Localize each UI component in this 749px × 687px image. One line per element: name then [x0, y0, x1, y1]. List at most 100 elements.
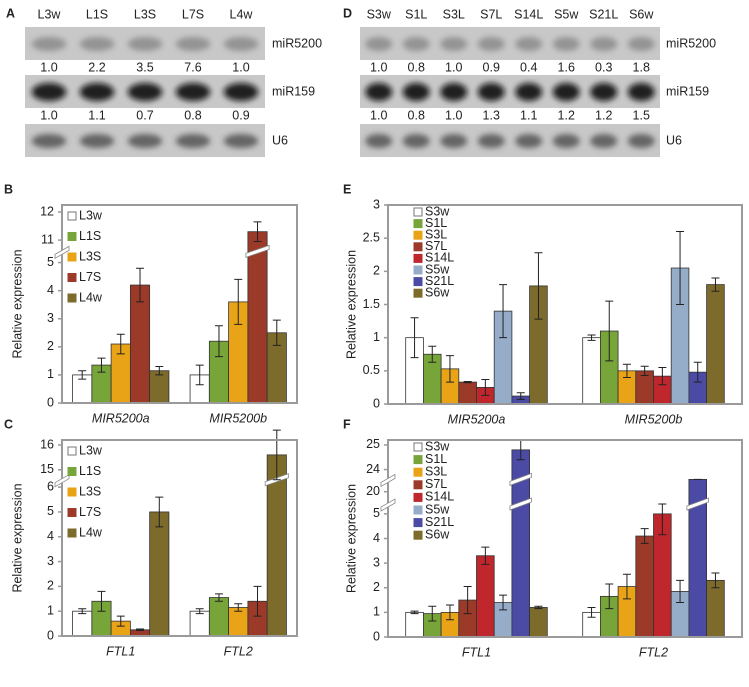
legend-label: L4w [79, 290, 103, 304]
y-tick-label: 1.5 [363, 297, 380, 311]
blot-band [552, 134, 580, 148]
error-bar [587, 334, 596, 341]
legend-swatch [413, 277, 423, 287]
legend-swatch [413, 442, 423, 452]
legend-swatch [67, 446, 77, 456]
legend-swatch [413, 455, 423, 465]
y-tick-label: 0 [373, 396, 380, 410]
error-bar [640, 365, 649, 376]
axis-break [54, 474, 70, 488]
quant-label: 1.0 [40, 108, 57, 122]
y-tick-label: 2 [47, 339, 54, 353]
lane-label: L1S [86, 7, 108, 21]
error-bar [136, 267, 145, 303]
quant-label: 0.9 [483, 60, 500, 74]
error-bar [195, 364, 204, 386]
quant-label: 1.1 [88, 108, 105, 122]
x-tick-label: FTL1 [462, 645, 491, 659]
blot-band [590, 134, 618, 148]
quant-label: 1.2 [595, 108, 612, 122]
error-bar [499, 594, 508, 611]
legend-swatch [413, 242, 423, 252]
blot-band [440, 83, 468, 101]
error-bar [463, 380, 472, 384]
lane-label: S3w [367, 7, 392, 21]
legend-swatch [413, 265, 423, 275]
legend-label: S6w [425, 527, 450, 541]
error-bar [272, 319, 281, 346]
legend-swatch [67, 252, 77, 262]
blot-band [477, 37, 505, 51]
blot-band [402, 134, 430, 148]
error-bar [78, 370, 87, 380]
legend-swatch [413, 253, 423, 263]
bar [129, 284, 151, 404]
error-bar [410, 317, 419, 359]
bar-break [509, 472, 532, 486]
error-bar [428, 345, 437, 363]
bar [72, 610, 93, 637]
quant-label: 1.0 [445, 60, 462, 74]
lane-label: S1L [405, 7, 427, 21]
bar [228, 607, 249, 637]
error-bar [463, 586, 472, 615]
error-bar [78, 608, 87, 615]
error-bar [711, 572, 720, 589]
y-tick-label: 2 [47, 579, 54, 593]
row-label: U6 [666, 133, 682, 147]
x-tick-label: FTL1 [106, 644, 135, 658]
error-bar [234, 278, 243, 325]
panel-letter: A [6, 6, 15, 20]
bar [149, 370, 170, 404]
legend-label: S5w [425, 262, 450, 276]
quant-label: 0.8 [184, 108, 201, 122]
y-tick-label: 2.5 [363, 230, 380, 244]
error-bar [693, 361, 702, 383]
y-tick-label: 5 [373, 506, 380, 520]
panel-letter: E [343, 182, 351, 196]
quant-label: 1.1 [520, 108, 537, 122]
legend-swatch [67, 508, 77, 517]
quant-label: 1.0 [445, 108, 462, 122]
y-tick-label: 16 [40, 437, 54, 451]
error-bar [445, 355, 454, 383]
quant-label: 1.0 [370, 108, 387, 122]
error-bar [711, 277, 720, 292]
error-bar [155, 365, 164, 376]
axis-break [54, 245, 70, 260]
legend-swatch [413, 480, 423, 490]
error-bar [195, 608, 204, 615]
quant-label: 1.0 [40, 60, 57, 74]
quant-label: 0.4 [520, 60, 537, 74]
legend-label: S14L [425, 251, 454, 265]
blot-band [590, 83, 618, 101]
bar-break [686, 497, 709, 511]
legend-label: L3S [79, 484, 101, 498]
blot-band [127, 134, 163, 148]
blot-band [365, 37, 393, 51]
bar-break [509, 497, 532, 511]
y-tick-label: 4 [47, 283, 54, 297]
quant-label: 0.9 [232, 108, 249, 122]
quant-label: 1.0 [370, 60, 387, 74]
error-bar [116, 615, 125, 627]
quant-label: 0.8 [408, 108, 425, 122]
blot-band [223, 37, 259, 51]
lane-label: L3S [134, 7, 156, 21]
quant-label: 7.6 [184, 60, 201, 74]
error-bar [97, 590, 106, 612]
legend-label: S21L [425, 515, 454, 529]
legend-label: S1L [425, 452, 447, 466]
blot-band [552, 83, 580, 101]
legend-label: S7L [425, 477, 447, 491]
blot-band [515, 134, 543, 148]
legend-swatch [67, 273, 77, 282]
legend-label: S21L [425, 274, 454, 288]
legend-label: L3w [79, 208, 103, 222]
plot-frame [61, 439, 298, 637]
legend-label: S14L [425, 490, 454, 504]
y-tick-label: 15 [40, 462, 54, 476]
bar [635, 535, 654, 638]
blot-band [127, 83, 163, 101]
y-tick-label: 1 [47, 367, 54, 381]
